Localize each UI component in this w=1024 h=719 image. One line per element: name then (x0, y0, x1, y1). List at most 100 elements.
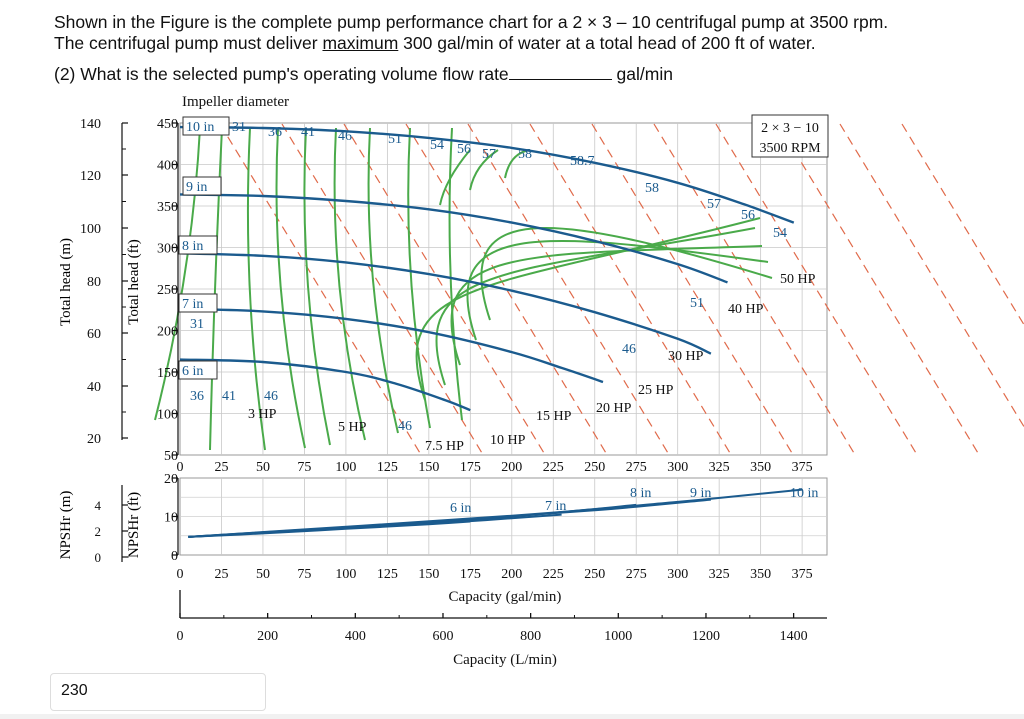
head-m-tick-label: 40 (87, 380, 101, 395)
efficiency-label: 31 (232, 120, 246, 135)
head-ft-tick-label: 200 (157, 325, 178, 340)
power-line (901, 123, 1024, 326)
efficiency-label: 46 (622, 342, 636, 357)
head-m-tick-label: 80 (87, 275, 101, 290)
capacity-gpm-tick-label-lower: 75 (297, 567, 311, 582)
chart-axes (121, 122, 827, 619)
capacity-lpm-tick-label: 1400 (780, 629, 808, 644)
efficiency-curve (466, 240, 769, 341)
power-label: 5 HP (338, 420, 367, 435)
npsh-curve-label: 8 in (630, 486, 651, 501)
efficiency-label: 36 (268, 125, 282, 140)
efficiency-curve (333, 127, 366, 441)
capacity-gpm-tick-label: 300 (667, 460, 688, 475)
q2-post: 300 gal/min of water at a total head of … (398, 33, 816, 53)
power-line (653, 123, 855, 454)
efficiency-curve (450, 245, 763, 366)
power-line (467, 123, 669, 454)
question-line-1: Shown in the Figure is the complete pump… (54, 12, 889, 32)
q3-post: gal/min (616, 64, 673, 84)
efficiency-label: 31 (190, 317, 204, 332)
capacity-lpm-tick-label: 600 (432, 629, 453, 644)
chart-title: Impeller diameter (182, 94, 289, 110)
efficiency-curve (154, 127, 201, 421)
head-m-tick-label: 140 (80, 117, 101, 132)
q2-pre: The centrifugal pump must deliver (54, 33, 323, 53)
capacity-gpm-axis-label: Capacity (gal/min) (449, 589, 562, 605)
capacity-lpm-tick-label: 200 (257, 629, 278, 644)
power-label: 10 HP (490, 433, 526, 448)
model-box (751, 114, 829, 158)
q3-pre: (2) What is the selected pump's operatin… (54, 64, 509, 84)
efficiency-label: 56 (741, 208, 755, 223)
efficiency-curve (469, 149, 499, 191)
npsh-ft-tick-label: 10 (164, 511, 178, 526)
head-curve-line (179, 193, 728, 284)
head-ft-tick-label: 50 (164, 449, 178, 464)
capacity-gpm-tick-label-lower: 375 (792, 567, 813, 582)
answer-field[interactable]: 230 (50, 673, 266, 711)
power-line (219, 123, 421, 454)
efficiency-curve (448, 127, 463, 421)
power-label: 3 HP (248, 407, 277, 422)
impeller-9in-label: 9 in (186, 180, 207, 195)
npsh-m-tick-label: 0 (95, 550, 102, 565)
npsh-ft-tick-label: 0 (171, 549, 178, 564)
bottom-bar (0, 714, 1024, 719)
capacity-gpm-tick-label-lower: 25 (214, 567, 228, 582)
efficiency-label: 58 (518, 147, 532, 162)
power-lines (219, 123, 1024, 454)
efficiency-label: 51 (388, 132, 402, 147)
capacity-gpm-tick-label-lower: 350 (750, 567, 771, 582)
capacity-lpm-tick-label: 1200 (692, 629, 720, 644)
capacity-lpm-axis-label: Capacity (L/min) (453, 652, 557, 668)
efficiency-label: 51 (690, 296, 704, 311)
chart-text: 1401201008060402045040035030025020015010… (58, 94, 829, 668)
efficiency-curve (407, 127, 431, 429)
efficiency-label: 41 (222, 389, 236, 404)
head-ft-tick-label: 450 (157, 117, 178, 132)
efficiency-label: 46 (398, 419, 412, 434)
capacity-gpm-tick-label: 375 (792, 460, 813, 475)
npsh-m-tick-label: 2 (95, 524, 102, 539)
head-ft-tick-label: 250 (157, 283, 178, 298)
capacity-gpm-tick-label-lower: 200 (501, 567, 522, 582)
impeller-6in-label-box (178, 360, 218, 380)
efficiency-label: 57 (482, 147, 496, 162)
efficiency-label: 46 (264, 389, 278, 404)
npsh-m-tick-label: 4 (95, 498, 102, 513)
impeller-7in-label: 7 in (182, 297, 203, 312)
efficiency-label: 57 (707, 197, 721, 212)
efficiency-curve (275, 127, 306, 449)
model-box-line1: 2 × 3 − 10 (761, 121, 819, 136)
power-label: 20 HP (596, 401, 632, 416)
power-label: 30 HP (668, 349, 704, 364)
power-label: 15 HP (536, 409, 572, 424)
efficiency-label: 56 (457, 142, 471, 157)
head-m-tick-label: 60 (87, 327, 101, 342)
power-line (343, 123, 545, 454)
capacity-gpm-tick-label: 350 (750, 460, 771, 475)
efficiency-curve (439, 149, 471, 206)
npsh-curve-label: 7 in (545, 499, 566, 514)
power-line (777, 123, 979, 454)
capacity-lpm-tick-label: 1000 (604, 629, 632, 644)
capacity-gpm-tick-label: 225 (543, 460, 564, 475)
npsh-curve-label: 9 in (690, 486, 711, 501)
power-label: 40 HP (728, 302, 764, 317)
efficiency-lines (154, 127, 773, 451)
npsh-curves (188, 488, 803, 538)
efficiency-curve (435, 227, 756, 386)
power-line (405, 123, 607, 454)
npsh-curve-label: 10 in (790, 486, 818, 501)
head-ft-tick-label: 300 (157, 242, 178, 257)
capacity-gpm-tick-label-lower: 175 (460, 567, 481, 582)
head-curve-line (179, 358, 471, 412)
capacity-gpm-tick-label: 325 (709, 460, 730, 475)
head-ft-tick-label: 350 (157, 200, 178, 215)
power-line (281, 123, 483, 454)
impeller-7in-label-box (178, 293, 218, 313)
npsh-ft-tick-label: 20 (164, 472, 178, 487)
question-line-2: The centrifugal pump must deliver maximu… (54, 33, 816, 54)
